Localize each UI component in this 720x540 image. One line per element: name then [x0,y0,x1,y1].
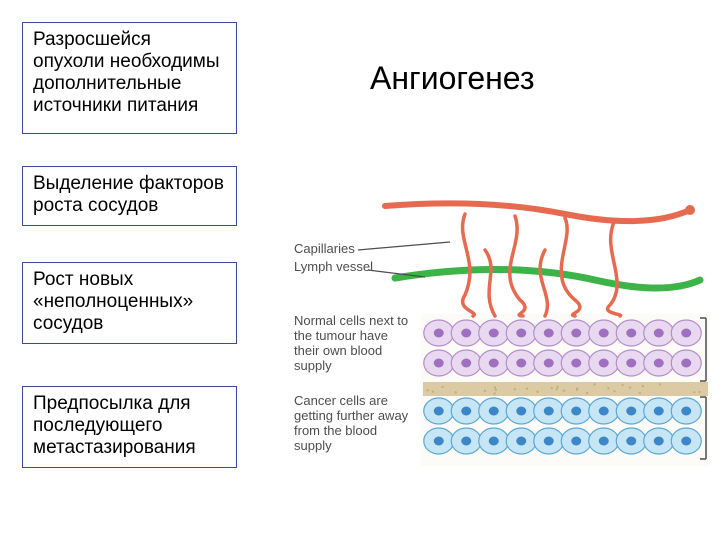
label-lymph: Lymph vessel [294,260,404,275]
info-box-2: Выделение факторов роста сосудов [22,166,237,226]
info-box-1: Разросшейся опухоли необходимы дополните… [22,22,237,134]
label-cancer-cells: Cancer cells are getting further away fr… [294,394,414,454]
info-box-4: Предпосылка для последующего метастазиро… [22,386,237,468]
label-capillaries: Capillaries [294,242,384,257]
info-box-3: Рост новых «неполноценных» сосудов [22,262,237,344]
label-normal-cells: Normal cells next to the tumour have the… [294,314,414,374]
angiogenesis-diagram: Capillaries Lymph vessel Normal cells next… [290,200,710,520]
page-title: Ангиогенез [370,60,670,97]
